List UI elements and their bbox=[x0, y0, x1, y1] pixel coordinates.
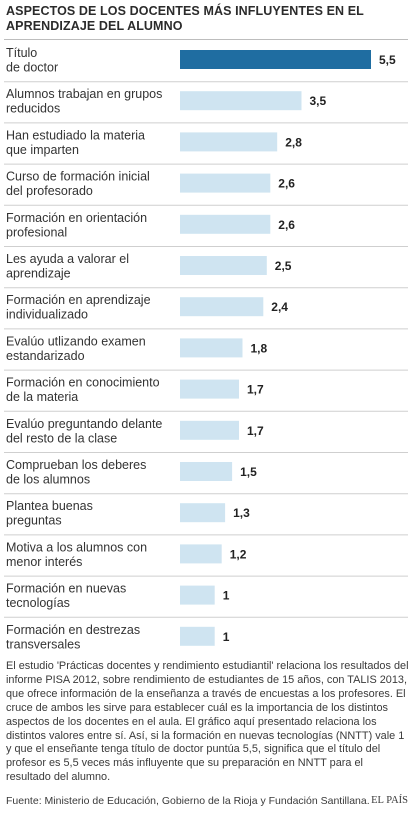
explanatory-note: El estudio 'Prácticas docentes y rendimi… bbox=[6, 660, 409, 784]
category-label: reducidos bbox=[6, 102, 60, 116]
category-label: que imparten bbox=[6, 143, 79, 157]
value-label: 1 bbox=[223, 630, 230, 644]
category-label: Curso de formación inicial bbox=[6, 170, 150, 184]
bar bbox=[180, 544, 222, 564]
category-label: Evalúo utlizando examen bbox=[6, 334, 146, 348]
value-label: 2,4 bbox=[271, 300, 288, 314]
category-label: del profesorado bbox=[6, 184, 93, 198]
bar bbox=[180, 462, 233, 481]
category-label: tecnologías bbox=[6, 596, 70, 610]
bar bbox=[180, 585, 215, 605]
title-divider bbox=[4, 39, 408, 40]
value-label: 2,6 bbox=[278, 218, 295, 232]
bar bbox=[180, 214, 271, 234]
source-credit: Fuente: Ministerio de Educación, Gobiern… bbox=[6, 795, 370, 807]
value-label: 1,7 bbox=[247, 383, 264, 397]
chart-title: ASPECTOS DE LOS DOCENTES MÁS INFLUYENTES… bbox=[6, 4, 364, 33]
category-label: de la materia bbox=[6, 390, 78, 404]
category-label: Formación en nuevas bbox=[6, 582, 126, 596]
category-label: menor interés bbox=[6, 555, 82, 569]
bar bbox=[180, 626, 215, 646]
category-label: Formación en conocimiento bbox=[6, 376, 160, 390]
category-label: Han estudiado la materia bbox=[6, 128, 145, 142]
bar bbox=[180, 50, 371, 69]
value-label: 1,8 bbox=[251, 341, 268, 355]
value-label: 1 bbox=[223, 589, 230, 603]
value-label: 1,3 bbox=[233, 506, 250, 520]
category-label: de doctor bbox=[6, 61, 58, 75]
value-label: 1,7 bbox=[247, 424, 264, 438]
value-label: 1,2 bbox=[230, 547, 247, 561]
category-label: Motiva a los alumnos con bbox=[6, 540, 147, 554]
category-label: Formación en destrezas bbox=[6, 623, 140, 637]
category-label: transversales bbox=[6, 637, 80, 651]
bar bbox=[180, 503, 226, 523]
bar bbox=[180, 256, 267, 275]
category-label: Título bbox=[6, 46, 37, 60]
category-label: individualizado bbox=[6, 308, 88, 322]
value-label: 2,8 bbox=[285, 135, 302, 149]
publisher-logo: EL PAÍS bbox=[371, 795, 408, 806]
bar bbox=[180, 379, 239, 399]
bar bbox=[180, 297, 264, 317]
category-label: del resto de la clase bbox=[6, 431, 117, 445]
category-label: Formación en orientación bbox=[6, 211, 147, 225]
category-label: preguntas bbox=[6, 514, 62, 528]
category-label: Comprueban los deberes bbox=[6, 458, 146, 472]
value-label: 3,5 bbox=[310, 94, 327, 108]
category-label: Plantea buenas bbox=[6, 499, 93, 513]
category-label: estandarizado bbox=[6, 349, 85, 363]
category-label: Formación en aprendizaje bbox=[6, 293, 151, 307]
category-label: Les ayuda a valorar el bbox=[6, 252, 129, 266]
bar bbox=[180, 132, 278, 152]
value-label: 2,5 bbox=[275, 259, 292, 273]
bar bbox=[180, 338, 243, 358]
category-label: Evalúo preguntando delante bbox=[6, 417, 162, 431]
category-label: Alumnos trabajan en grupos bbox=[6, 87, 162, 101]
value-label: 2,6 bbox=[278, 177, 295, 191]
value-label: 5,5 bbox=[379, 53, 396, 67]
bar bbox=[180, 91, 302, 111]
category-label: de los alumnos bbox=[6, 473, 90, 487]
value-label: 1,5 bbox=[240, 465, 257, 479]
bar bbox=[180, 173, 271, 193]
category-label: profesional bbox=[6, 225, 67, 239]
category-label: aprendizaje bbox=[6, 267, 71, 281]
bar bbox=[180, 420, 239, 440]
